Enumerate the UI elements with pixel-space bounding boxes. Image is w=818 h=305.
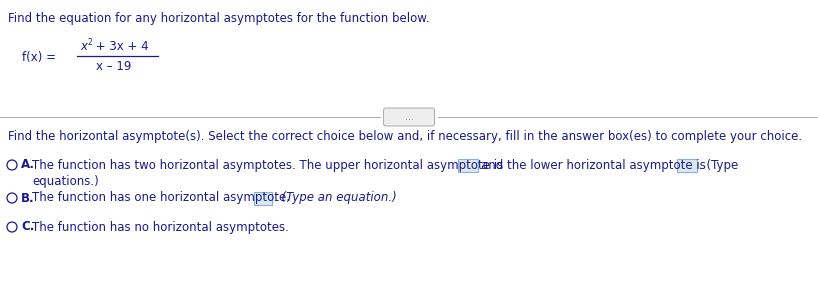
Text: x: x: [80, 41, 87, 53]
Text: and the lower horizontal asymptote is: and the lower horizontal asymptote is: [481, 159, 706, 171]
Text: C.: C.: [21, 221, 34, 234]
Text: f(x) =: f(x) =: [22, 51, 56, 63]
Text: ...: ...: [405, 113, 413, 121]
Text: The function has one horizontal asymptote,: The function has one horizontal asymptot…: [32, 192, 290, 204]
Text: . (Type: . (Type: [699, 159, 739, 171]
Text: The function has no horizontal asymptotes.: The function has no horizontal asymptote…: [32, 221, 289, 234]
FancyBboxPatch shape: [254, 192, 272, 205]
Text: equations.): equations.): [32, 174, 99, 188]
Text: Find the equation for any horizontal asymptotes for the function below.: Find the equation for any horizontal asy…: [8, 12, 429, 25]
Text: The function has two horizontal asymptotes. The upper horizontal asymptote is: The function has two horizontal asymptot…: [32, 159, 503, 171]
FancyBboxPatch shape: [384, 108, 434, 126]
FancyBboxPatch shape: [458, 159, 478, 172]
Text: . (Type an equation.): . (Type an equation.): [274, 192, 397, 204]
Text: B.: B.: [21, 192, 34, 204]
Text: 2: 2: [87, 38, 92, 47]
Text: + 3x + 4: + 3x + 4: [92, 41, 149, 53]
FancyBboxPatch shape: [677, 159, 697, 172]
Text: A.: A.: [21, 159, 35, 171]
Text: Find the horizontal asymptote(s). Select the correct choice below and, if necess: Find the horizontal asymptote(s). Select…: [8, 130, 802, 143]
Text: x – 19: x – 19: [96, 60, 132, 74]
